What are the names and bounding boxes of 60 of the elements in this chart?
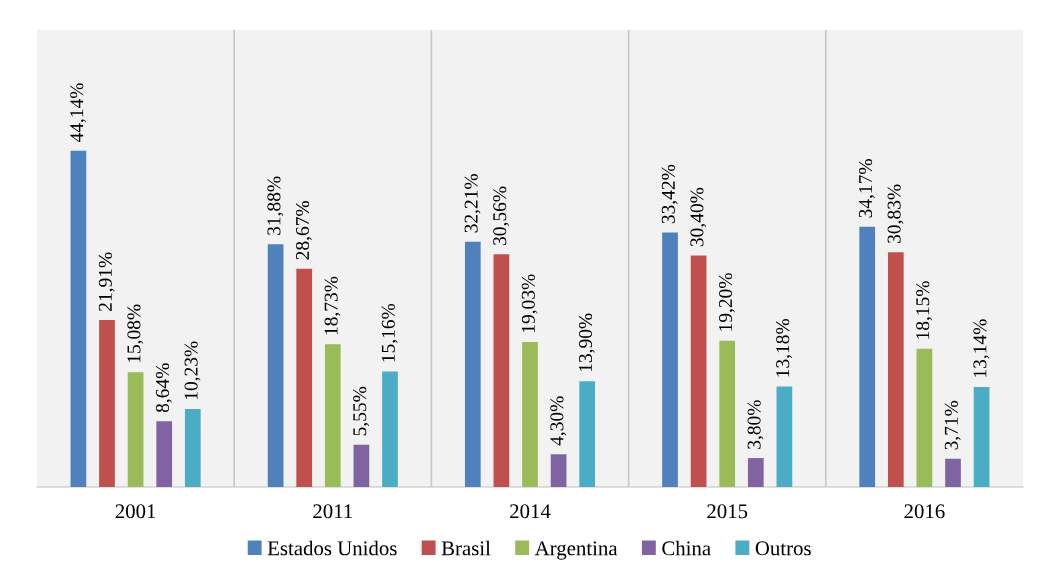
bar bbox=[493, 254, 510, 487]
bar bbox=[522, 342, 538, 487]
data-label: 44,14% bbox=[70, 83, 87, 143]
data-label: 3,71% bbox=[944, 400, 961, 450]
bar bbox=[973, 386, 990, 487]
data-label: 19,20% bbox=[718, 273, 735, 331]
data-label: 18,73% bbox=[324, 276, 341, 335]
data-label: 15,08% bbox=[127, 304, 144, 363]
bar bbox=[464, 241, 481, 487]
bar bbox=[324, 344, 341, 487]
bar bbox=[579, 381, 596, 487]
bar bbox=[382, 371, 398, 487]
x-tick-label: 2016 bbox=[904, 504, 945, 519]
bar bbox=[296, 268, 313, 487]
data-label: 21,91% bbox=[98, 252, 115, 311]
bar bbox=[916, 348, 933, 487]
data-label: 28,67% bbox=[295, 201, 312, 260]
bar bbox=[156, 421, 173, 487]
bar bbox=[690, 255, 707, 487]
data-label: 13,14% bbox=[973, 319, 990, 377]
x-tick-label: 2011 bbox=[313, 504, 352, 519]
data-label: 30,56% bbox=[493, 186, 510, 245]
bar bbox=[70, 150, 87, 487]
legend-label: Estados Unidos bbox=[267, 540, 397, 556]
bar bbox=[776, 386, 793, 487]
x-tick-label: 2015 bbox=[707, 504, 748, 519]
data-label: 5,55% bbox=[353, 386, 370, 436]
bar bbox=[550, 454, 567, 487]
bar bbox=[662, 232, 678, 487]
data-label: 15,16% bbox=[381, 303, 398, 362]
bar bbox=[127, 372, 144, 487]
x-tick-label: 2001 bbox=[115, 504, 156, 519]
legend-label: Brasil bbox=[441, 540, 491, 556]
legend-label: China bbox=[662, 540, 711, 556]
data-label: 13,18% bbox=[776, 318, 793, 377]
data-label: 30,40% bbox=[690, 187, 707, 247]
data-label: 4,30% bbox=[550, 396, 567, 446]
bar bbox=[747, 458, 764, 487]
data-label: 32,21% bbox=[464, 174, 481, 233]
data-label: 13,90% bbox=[578, 313, 595, 372]
legend-label: Outros bbox=[755, 541, 811, 556]
data-label: 10,23% bbox=[184, 341, 201, 400]
bar bbox=[945, 458, 961, 487]
bar bbox=[719, 340, 736, 487]
data-label: 8,64% bbox=[155, 363, 172, 413]
data-label: 18,15% bbox=[916, 281, 933, 339]
data-label: 31,88% bbox=[267, 176, 284, 235]
data-label: 30,83% bbox=[887, 184, 904, 243]
legend-label: Argentina bbox=[534, 541, 618, 560]
data-label: 34,17% bbox=[858, 159, 875, 218]
bar bbox=[267, 244, 284, 487]
bar bbox=[353, 444, 370, 487]
bar bbox=[99, 320, 115, 487]
data-label: 3,80% bbox=[747, 400, 764, 449]
bar bbox=[859, 226, 876, 487]
bar bbox=[887, 252, 904, 487]
data-label: 33,42% bbox=[661, 164, 678, 224]
data-label: 19,03% bbox=[521, 274, 538, 333]
x-tick-label: 2014 bbox=[510, 504, 551, 519]
bar bbox=[184, 409, 201, 487]
